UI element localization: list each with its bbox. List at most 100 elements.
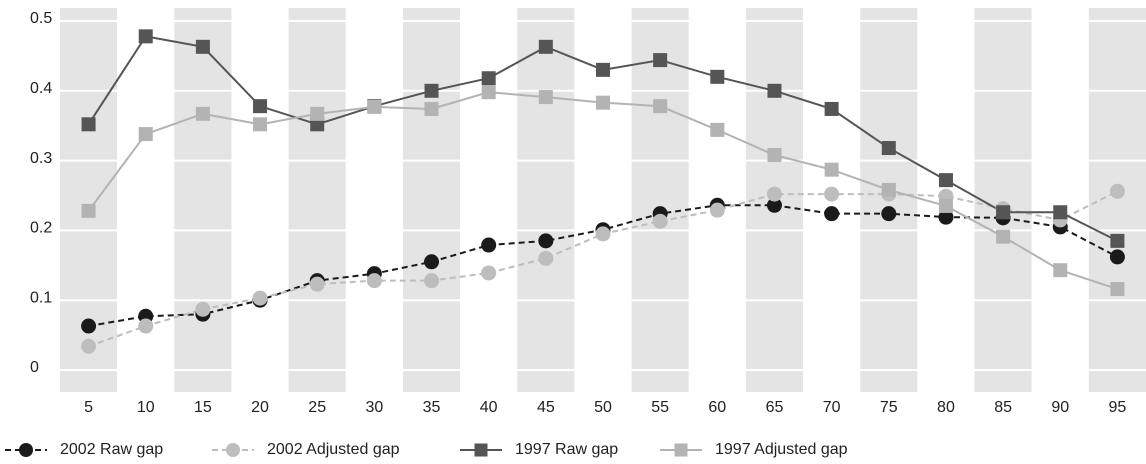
marker: [81, 338, 97, 354]
marker: [652, 213, 668, 229]
x-tick-label: 5: [84, 399, 93, 416]
marker: [824, 206, 840, 222]
x-tick-label: 70: [823, 399, 841, 416]
marker: [1053, 263, 1068, 278]
marker: [824, 101, 839, 116]
marker: [538, 250, 554, 266]
x-tick-label: 60: [708, 399, 726, 416]
marker: [996, 229, 1011, 244]
marker: [710, 122, 725, 137]
legend-label: 1997 Raw gap: [515, 441, 618, 458]
band: [402, 8, 461, 392]
x-tick-label: 25: [308, 399, 326, 416]
band: [460, 8, 518, 392]
x-tick-label: 55: [651, 399, 669, 416]
x-tick-label: 20: [251, 399, 269, 416]
band: [174, 8, 232, 392]
marker: [309, 276, 325, 292]
marker: [881, 141, 896, 156]
y-tick-label: 0.5: [30, 10, 52, 27]
legend-label: 1997 Adjusted gap: [715, 441, 848, 458]
marker: [596, 95, 610, 110]
marker: [766, 186, 782, 202]
band: [231, 8, 289, 392]
marker: [938, 198, 953, 213]
y-tick-label: 0.3: [30, 150, 52, 167]
marker: [710, 69, 725, 84]
marker: [81, 203, 96, 218]
marker: [424, 273, 440, 289]
marker: [366, 273, 382, 289]
band: [1088, 8, 1146, 392]
legend-label: 2002 Adjusted gap: [267, 441, 400, 458]
marker: [767, 83, 782, 98]
x-tick-label: 75: [880, 399, 898, 416]
x-tick-label: 30: [365, 399, 383, 416]
marker: [881, 206, 897, 222]
marker: [81, 318, 97, 334]
marker: [226, 443, 240, 457]
marker: [138, 318, 154, 334]
y-tick-label: 0.2: [30, 220, 52, 237]
band: [1031, 8, 1089, 392]
x-tick-label: 45: [537, 399, 555, 416]
x-tick-label: 65: [766, 399, 784, 416]
marker: [538, 233, 554, 249]
marker: [310, 106, 325, 121]
marker: [481, 71, 496, 86]
x-tick-label: 35: [423, 399, 441, 416]
x-tick-label: 50: [594, 399, 612, 416]
marker: [367, 99, 382, 114]
marker: [252, 290, 268, 306]
marker: [19, 443, 33, 457]
marker: [653, 99, 668, 114]
marker: [138, 127, 153, 142]
marker: [709, 202, 725, 218]
marker: [824, 186, 840, 202]
marker: [938, 209, 954, 225]
marker: [767, 148, 782, 163]
marker: [1053, 205, 1068, 220]
x-tick-label: 15: [194, 399, 212, 416]
band: [288, 8, 346, 392]
band: [631, 8, 689, 392]
marker: [481, 265, 497, 281]
band: [345, 8, 403, 392]
marker: [424, 101, 439, 116]
x-tick-label: 90: [1051, 399, 1069, 416]
y-tick-label: 0.1: [30, 289, 52, 306]
marker: [596, 62, 610, 77]
marker: [538, 90, 553, 105]
legend-label: 2002 Raw gap: [60, 441, 163, 458]
marker: [253, 117, 268, 132]
marker: [195, 106, 210, 121]
marker: [195, 39, 210, 54]
marker: [674, 443, 688, 457]
marker: [424, 83, 439, 98]
marker: [538, 39, 553, 54]
marker: [424, 254, 440, 270]
x-tick-label: 40: [480, 399, 498, 416]
marker: [824, 162, 839, 177]
marker: [938, 173, 953, 188]
marker: [1110, 282, 1125, 297]
band: [974, 8, 1032, 392]
x-tick-label: 80: [937, 399, 955, 416]
marker: [653, 53, 668, 68]
y-tick-label: 0: [30, 359, 39, 376]
marker: [138, 29, 153, 44]
marker: [1110, 233, 1125, 248]
marker: [996, 205, 1011, 220]
marker: [195, 301, 211, 317]
marker: [881, 182, 896, 197]
x-tick-label: 95: [1109, 399, 1127, 416]
marker: [1109, 183, 1125, 199]
y-tick-label: 0.4: [30, 80, 52, 97]
band: [517, 8, 575, 392]
marker: [766, 197, 782, 213]
band: [60, 8, 118, 392]
marker: [81, 117, 96, 132]
marker: [481, 85, 496, 100]
marker: [474, 443, 488, 457]
